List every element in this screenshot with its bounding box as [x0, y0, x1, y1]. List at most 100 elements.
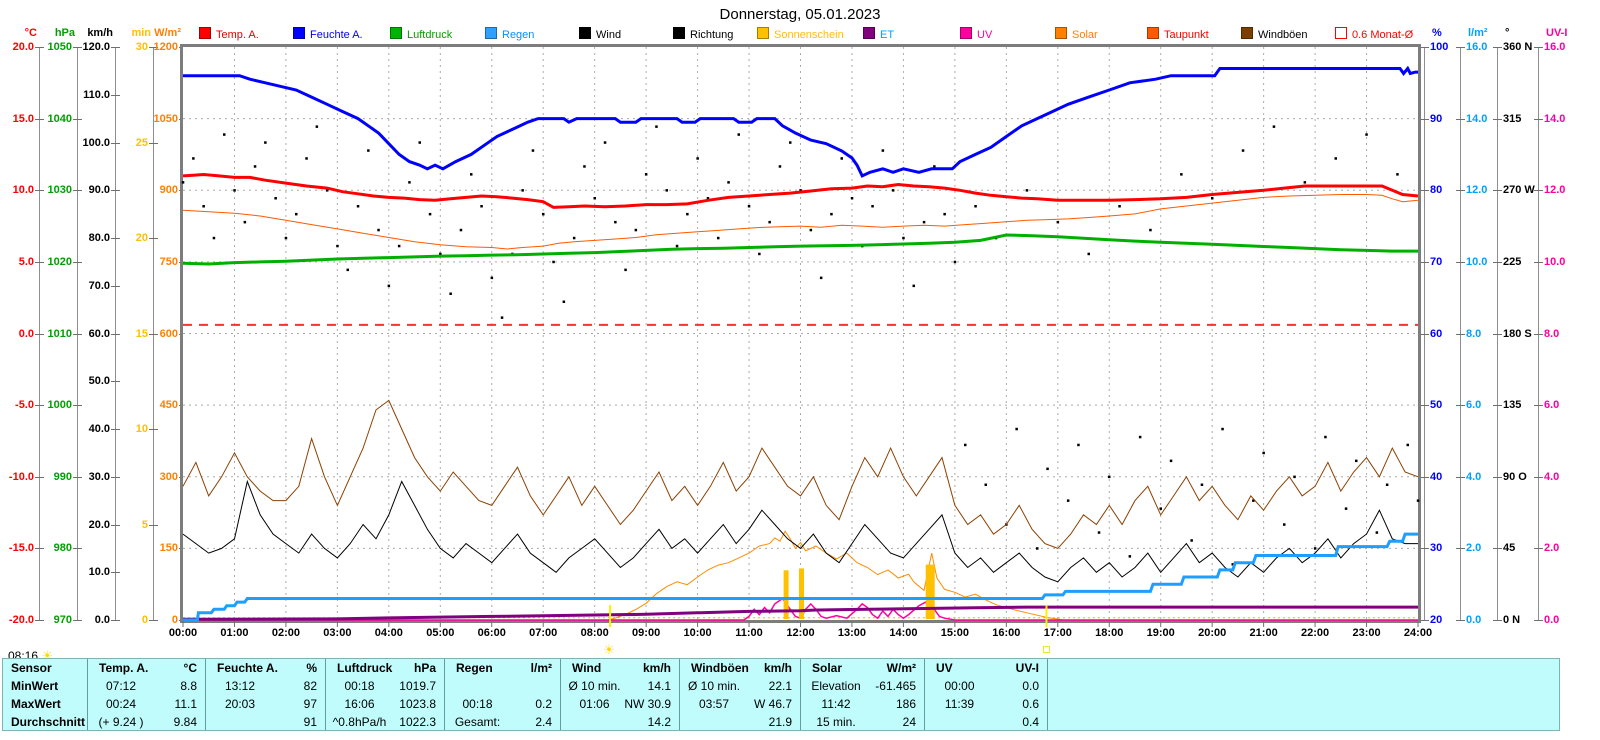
richtung-dot — [1262, 451, 1265, 455]
table-row-header: Sensor — [11, 661, 52, 675]
axis-label-temp-c: -15.0 — [8, 542, 34, 555]
richtung-dot — [521, 189, 524, 192]
richtung-dot — [614, 220, 617, 224]
x-axis-label: 20:00 — [1198, 627, 1227, 639]
table-time-cell: 00:18 — [462, 697, 493, 711]
axis-label-min: 0 — [141, 614, 148, 626]
table-time-cell: 16:06 — [344, 697, 375, 711]
axis-tick-lm2 — [1456, 405, 1465, 407]
x-axis-label: 18:00 — [1095, 627, 1124, 639]
richtung-dot — [1056, 220, 1060, 224]
table-column-separator — [1047, 659, 1048, 730]
axis-tick-percent — [1420, 118, 1429, 120]
richtung-dot — [223, 133, 226, 136]
richtung-dot — [1303, 181, 1307, 184]
axis-unit-deg: ° — [1505, 27, 1510, 39]
axis-tick-kmh — [111, 333, 120, 335]
table-value-cell: 21.9 — [768, 715, 792, 729]
richtung-dot — [634, 228, 638, 232]
axis-tick-percent — [1420, 548, 1429, 550]
axis-label-percent: 60 — [1430, 327, 1443, 340]
legend-item-richtung: Richtung — [673, 27, 733, 41]
series-et — [182, 605, 1418, 621]
legend-swatch-icon — [1241, 27, 1253, 39]
axis-tick-temp-c — [35, 261, 44, 263]
richtung-dot — [778, 165, 782, 168]
axis-label-wm2: 750 — [159, 255, 178, 268]
table-value-cell: 14.1 — [647, 679, 671, 693]
axis-label-temp-c: 15.0 — [12, 112, 34, 125]
richtung-dot — [356, 205, 360, 208]
richtung-dot — [449, 292, 452, 295]
axis-label-kmh: 30.0 — [88, 470, 110, 483]
table-column-separator — [560, 659, 561, 730]
axis-label-hpa: 990 — [53, 470, 72, 483]
table-sensor-name: Feuchte A. — [217, 661, 278, 675]
axis-label-deg: 225 — [1503, 255, 1522, 268]
axis-label-hpa: 970 — [53, 614, 72, 626]
axis-tick-uvi — [1534, 476, 1543, 478]
table-value-cell: 11.1 — [174, 697, 197, 711]
richtung-dot — [686, 212, 689, 216]
axis-tick-min — [149, 620, 158, 621]
axis-tick-kmh — [111, 381, 120, 383]
richtung-dot — [264, 141, 267, 144]
richtung-dot — [840, 157, 843, 160]
axis-tick-lm2 — [1456, 47, 1465, 48]
axis-tick-temp-c — [35, 118, 44, 120]
axis-label-percent: 70 — [1430, 255, 1443, 268]
axis-label-min: 25 — [135, 136, 148, 149]
legend-label: Wind — [596, 29, 622, 41]
axis-unit-min: min — [131, 27, 151, 39]
table-sensor-unit: W/m² — [886, 661, 916, 675]
x-axis-label: 13:00 — [837, 627, 867, 639]
table-sensor-unit: l/m² — [530, 661, 552, 675]
legend-item-0-6-monat-: 0.6 Monat-Ø — [1335, 27, 1413, 41]
legend-label: Sonnenschein — [774, 29, 844, 41]
richtung-dot — [428, 212, 432, 216]
x-axis-label: 09:00 — [632, 627, 661, 639]
table-sensor-name: Wind — [572, 661, 602, 675]
axis-label-deg: 90 O — [1503, 470, 1527, 483]
richtung-dot — [933, 165, 936, 168]
richtung-dot — [974, 205, 977, 208]
axis-label-min: 20 — [135, 232, 148, 244]
richtung-dot — [274, 197, 277, 200]
table-column-separator — [800, 659, 801, 730]
table-value-cell: 186 — [895, 697, 916, 711]
axis-label-uvi: 2.0 — [1544, 542, 1560, 555]
richtung-dot — [243, 220, 247, 224]
axis-label-wm2: 0 — [171, 614, 178, 626]
axis-tick-deg — [1493, 548, 1502, 550]
table-sensor-name: Luftdruck — [337, 661, 393, 675]
axis-tick-hpa — [73, 47, 82, 48]
axis-label-min: 5 — [141, 518, 148, 531]
legend-item-windb-en: Windböen — [1241, 27, 1308, 41]
axis-label-percent: 30 — [1430, 542, 1443, 555]
axis-tick-hpa — [73, 261, 82, 263]
table-sensor-unit: % — [306, 661, 317, 675]
legend-item-uv: UV — [960, 27, 992, 41]
table-time-cell: ^0.8hPa/h — [332, 715, 387, 729]
table-column-separator — [205, 659, 206, 730]
richtung-dot — [305, 157, 308, 160]
axis-tick-percent — [1420, 620, 1429, 621]
x-axis-label: 10:00 — [683, 627, 712, 639]
axis-tick-uvi — [1534, 118, 1543, 120]
legend-swatch-icon — [1335, 27, 1347, 39]
richtung-dot — [192, 157, 195, 160]
table-row-header: MaxWert — [11, 697, 61, 711]
axis-tick-uvi — [1534, 190, 1543, 192]
table-value-cell: 91 — [303, 715, 317, 729]
axis-tick-kmh — [111, 429, 120, 430]
legend-swatch-icon — [757, 27, 769, 39]
table-column-separator — [444, 659, 445, 730]
richtung-dot — [953, 260, 957, 264]
axis-label-lm2: 4.0 — [1466, 470, 1482, 483]
table-sensor-name: Temp. A. — [99, 661, 149, 675]
axis-label-temp-c: -5.0 — [15, 399, 34, 412]
legend-label: Feuchte A. — [310, 29, 363, 41]
richtung-dot — [655, 125, 658, 128]
legend-swatch-icon — [293, 27, 305, 39]
axis-tick-percent — [1420, 261, 1429, 263]
